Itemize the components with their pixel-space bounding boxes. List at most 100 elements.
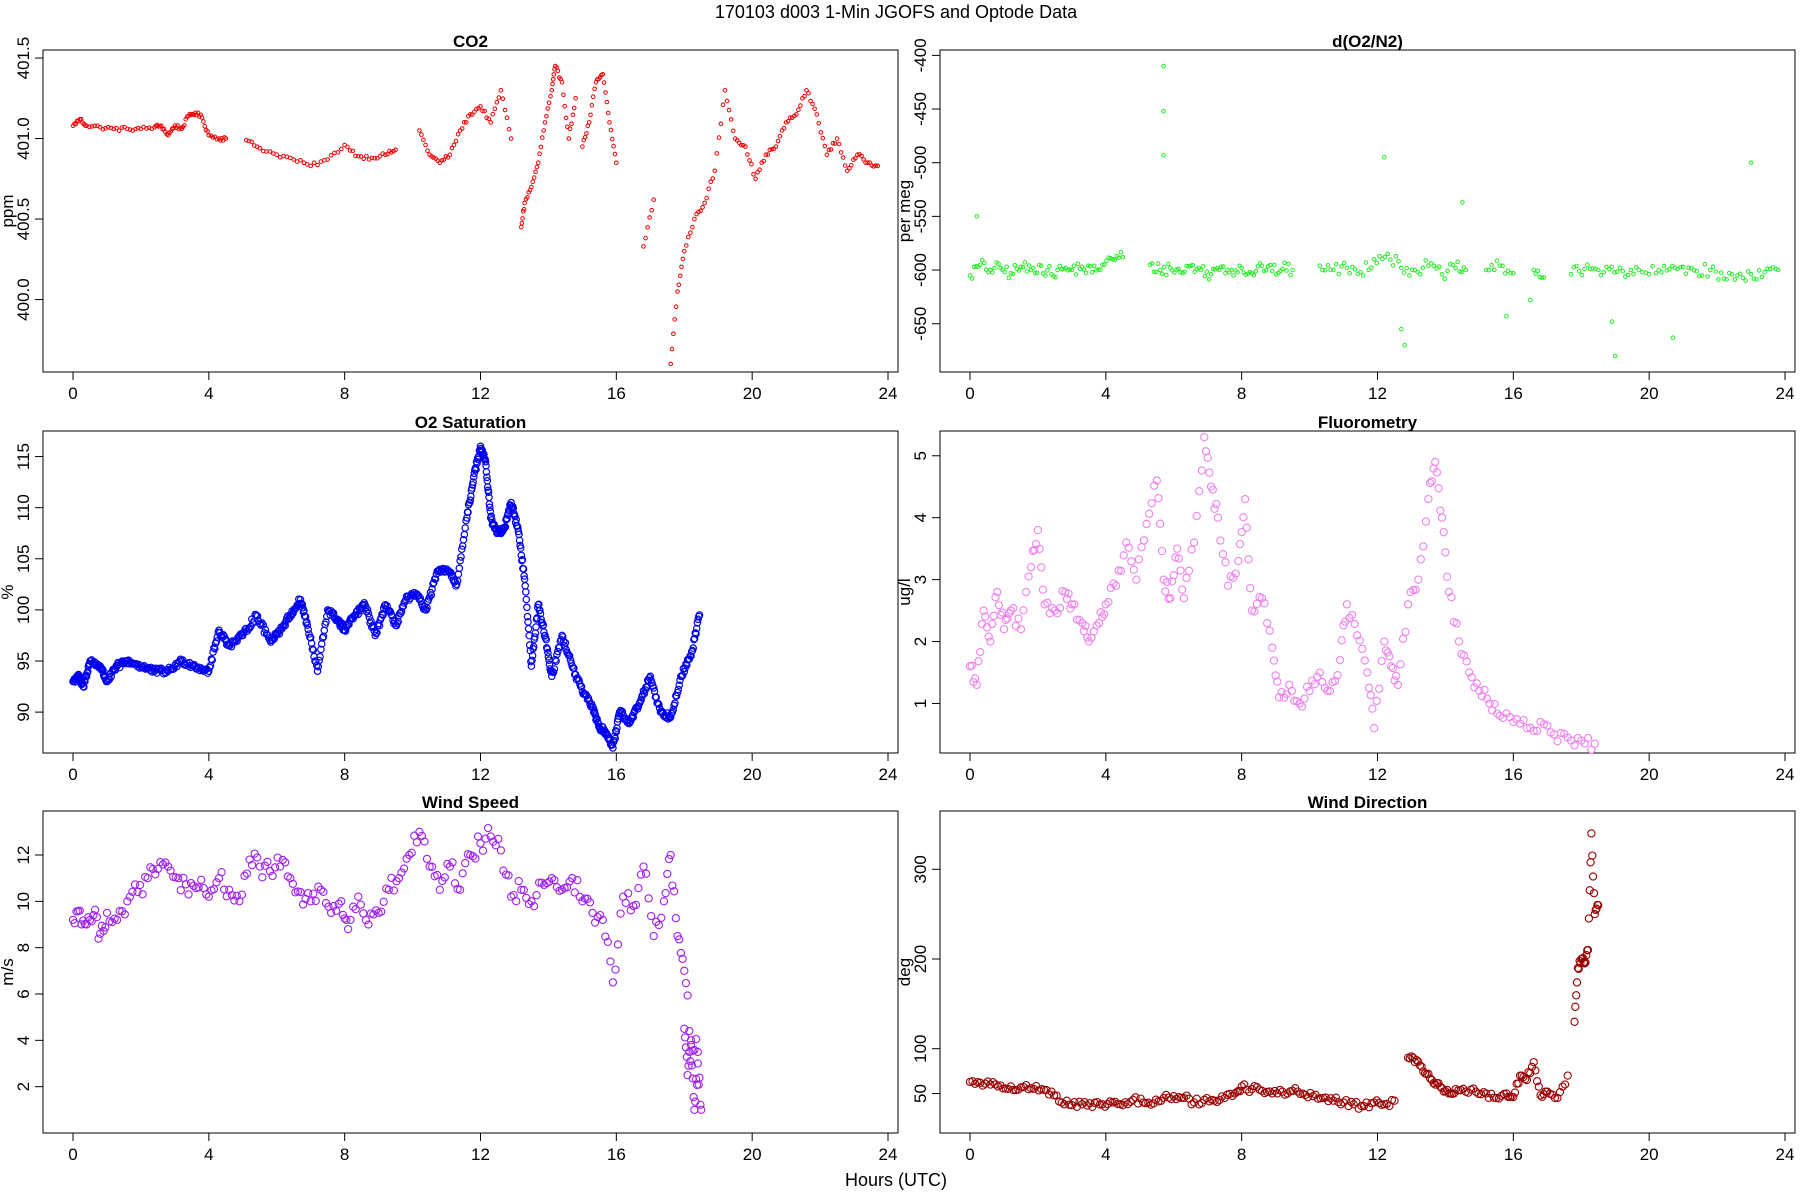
data-point	[1352, 267, 1358, 272]
data-point	[281, 858, 290, 867]
data-point	[379, 611, 387, 620]
data-point	[527, 897, 536, 906]
data-point	[1257, 594, 1267, 603]
data-point	[476, 839, 485, 848]
data-point	[765, 152, 771, 157]
data-point	[1531, 267, 1536, 273]
data-point	[92, 123, 97, 129]
data-point	[537, 151, 542, 156]
data-point	[1514, 1079, 1523, 1088]
data-point	[1374, 260, 1380, 266]
data-point	[1328, 267, 1333, 272]
data-point	[624, 889, 633, 898]
data-point	[1030, 545, 1039, 555]
data-point	[1415, 1061, 1425, 1070]
data-point	[1625, 272, 1631, 278]
data-point	[111, 126, 117, 132]
data-point	[584, 131, 589, 136]
data-point	[591, 711, 600, 719]
data-point	[1016, 1083, 1026, 1092]
data-point	[253, 853, 262, 862]
data-point	[1070, 600, 1079, 609]
data-point	[486, 832, 495, 841]
data-point	[639, 862, 648, 871]
data-point	[1444, 587, 1453, 597]
data-point	[1716, 277, 1721, 282]
data-point	[565, 651, 574, 660]
data-point	[543, 645, 552, 653]
data-point	[1385, 652, 1394, 661]
data-point	[369, 155, 375, 161]
data-point	[991, 593, 1000, 602]
data-point	[358, 154, 364, 159]
data-point	[794, 112, 799, 117]
data-point	[796, 107, 801, 112]
data-point	[1335, 655, 1345, 665]
data-point	[535, 160, 541, 165]
data-point	[773, 144, 779, 149]
data-point	[194, 883, 203, 892]
data-point	[1075, 1097, 1084, 1106]
data-point	[1352, 631, 1362, 640]
data-point	[353, 153, 358, 159]
data-point	[322, 618, 330, 626]
data-point	[690, 1105, 699, 1114]
data-point	[1189, 538, 1199, 547]
data-point	[1550, 1093, 1560, 1103]
data-point	[253, 612, 262, 620]
data-point	[533, 169, 538, 174]
data-point	[1037, 563, 1046, 572]
data-point	[1124, 543, 1133, 552]
data-point	[1179, 594, 1189, 603]
data-point	[75, 906, 84, 915]
data-point	[1415, 269, 1420, 275]
data-point	[986, 1080, 995, 1089]
data-point	[840, 155, 846, 160]
data-point	[469, 478, 477, 486]
data-point	[1161, 63, 1166, 69]
data-point	[847, 165, 852, 171]
data-point	[531, 175, 537, 180]
data-point	[1465, 668, 1474, 677]
data-point	[441, 157, 447, 163]
data-point	[1067, 600, 1077, 609]
data-point	[739, 142, 744, 148]
data-point	[273, 853, 282, 862]
data-point	[1452, 619, 1461, 628]
data-point	[1634, 265, 1639, 270]
data-point	[1240, 1080, 1249, 1089]
data-point	[1129, 565, 1138, 574]
y-tick-label: 105	[14, 545, 33, 573]
data-point	[751, 172, 756, 177]
data-point	[580, 894, 590, 903]
data-point	[1002, 269, 1007, 275]
data-point	[1047, 263, 1052, 269]
data-point	[1111, 1097, 1120, 1106]
x-tick-label: 4	[1101, 384, 1110, 403]
data-point	[135, 880, 145, 890]
data-point	[637, 696, 645, 704]
x-tick-label: 0	[965, 384, 974, 403]
data-point	[1057, 263, 1062, 269]
data-point	[1324, 1096, 1333, 1106]
data-point	[1372, 696, 1381, 706]
x-tick-label: 20	[743, 765, 762, 784]
data-point	[1754, 277, 1759, 282]
data-point	[1120, 254, 1126, 260]
data-point	[1582, 950, 1591, 960]
data-point	[455, 885, 465, 894]
data-point	[1333, 671, 1342, 680]
data-point	[1098, 1100, 1107, 1109]
data-point	[112, 915, 122, 925]
data-point	[1260, 599, 1269, 608]
data-point	[364, 153, 369, 159]
data-point	[519, 220, 525, 226]
data-point	[1450, 262, 1456, 268]
data-point	[967, 661, 976, 670]
data-point	[1288, 272, 1293, 278]
data-point	[542, 635, 551, 644]
data-point	[240, 871, 249, 880]
data-point	[262, 630, 271, 638]
data-point	[673, 304, 679, 310]
data-point	[1683, 271, 1689, 277]
